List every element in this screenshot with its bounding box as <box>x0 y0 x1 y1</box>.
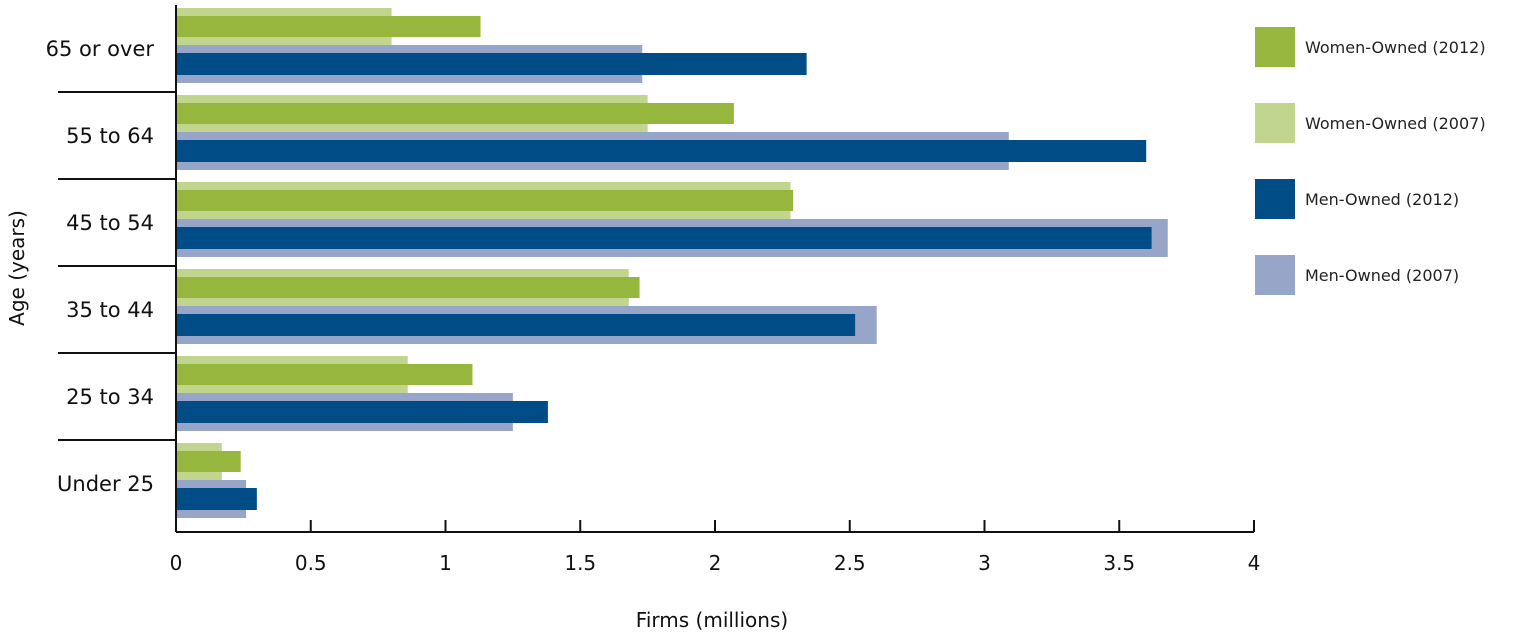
x-tick-label: 2 <box>709 551 722 575</box>
x-tick-label: 2.5 <box>834 551 866 575</box>
bars-layer <box>176 8 1168 518</box>
legend-swatch-women-owned-2007 <box>1255 103 1295 143</box>
bar-women-owned-2012-55-to-64 <box>176 103 734 124</box>
bar-women-owned-2012-45-to-54 <box>176 190 794 211</box>
y-label-under-25: Under 25 <box>57 472 154 496</box>
y-axis-title: Age (years) <box>5 210 29 326</box>
bar-men-owned-2012-55-to-64 <box>176 140 1147 162</box>
bar-women-owned-2012-35-to-44 <box>176 277 640 298</box>
x-tick-label: 0.5 <box>295 551 327 575</box>
bar-men-owned-2012-45-to-54 <box>176 227 1152 249</box>
legend-swatch-women-owned-2012 <box>1255 27 1295 67</box>
y-label-65-or-over: 65 or over <box>46 37 155 61</box>
bar-men-owned-2012-35-to-44 <box>176 314 856 336</box>
x-ticks: 0 0.5 1 1.5 2 2.5 3 3.5 4 <box>170 520 1261 575</box>
x-axis-title: Firms (millions) <box>636 608 788 632</box>
bar-women-owned-2012-65-or-over <box>176 16 481 37</box>
bar-men-owned-2012-25-to-34 <box>176 401 548 423</box>
legend-label-women-owned-2007: Women-Owned (2007) <box>1305 114 1486 133</box>
x-tick-label: 1 <box>439 551 452 575</box>
legend-label-men-owned-2007: Men-Owned (2007) <box>1305 266 1459 285</box>
legend-swatch-men-owned-2012 <box>1255 179 1295 219</box>
x-tick-label: 0 <box>170 551 183 575</box>
x-tick-label: 1.5 <box>564 551 596 575</box>
legend-label-men-owned-2012: Men-Owned (2012) <box>1305 190 1459 209</box>
y-label-35-to-44: 35 to 44 <box>66 298 154 322</box>
bar-men-owned-2012-under-25 <box>176 488 257 510</box>
x-tick-label: 4 <box>1248 551 1261 575</box>
legend-label-women-owned-2012: Women-Owned (2012) <box>1305 38 1486 57</box>
y-label-55-to-64: 55 to 64 <box>66 124 154 148</box>
bar-women-owned-2012-25-to-34 <box>176 364 473 385</box>
y-label-45-to-54: 45 to 54 <box>66 211 154 235</box>
bar-men-owned-2012-65-or-over <box>176 53 807 75</box>
axes-layer <box>175 5 1254 533</box>
x-tick-label: 3.5 <box>1103 551 1135 575</box>
legend-swatch-men-owned-2007 <box>1255 255 1295 295</box>
y-label-25-to-34: 25 to 34 <box>66 385 154 409</box>
bar-women-owned-2012-under-25 <box>176 451 241 472</box>
y-category-labels: 65 or over 55 to 64 45 to 54 35 to 44 25 to … <box>46 37 176 496</box>
legend: Women-Owned (2012) Women-Owned (2007) Men-… <box>1255 27 1486 295</box>
x-tick-label: 3 <box>978 551 991 575</box>
